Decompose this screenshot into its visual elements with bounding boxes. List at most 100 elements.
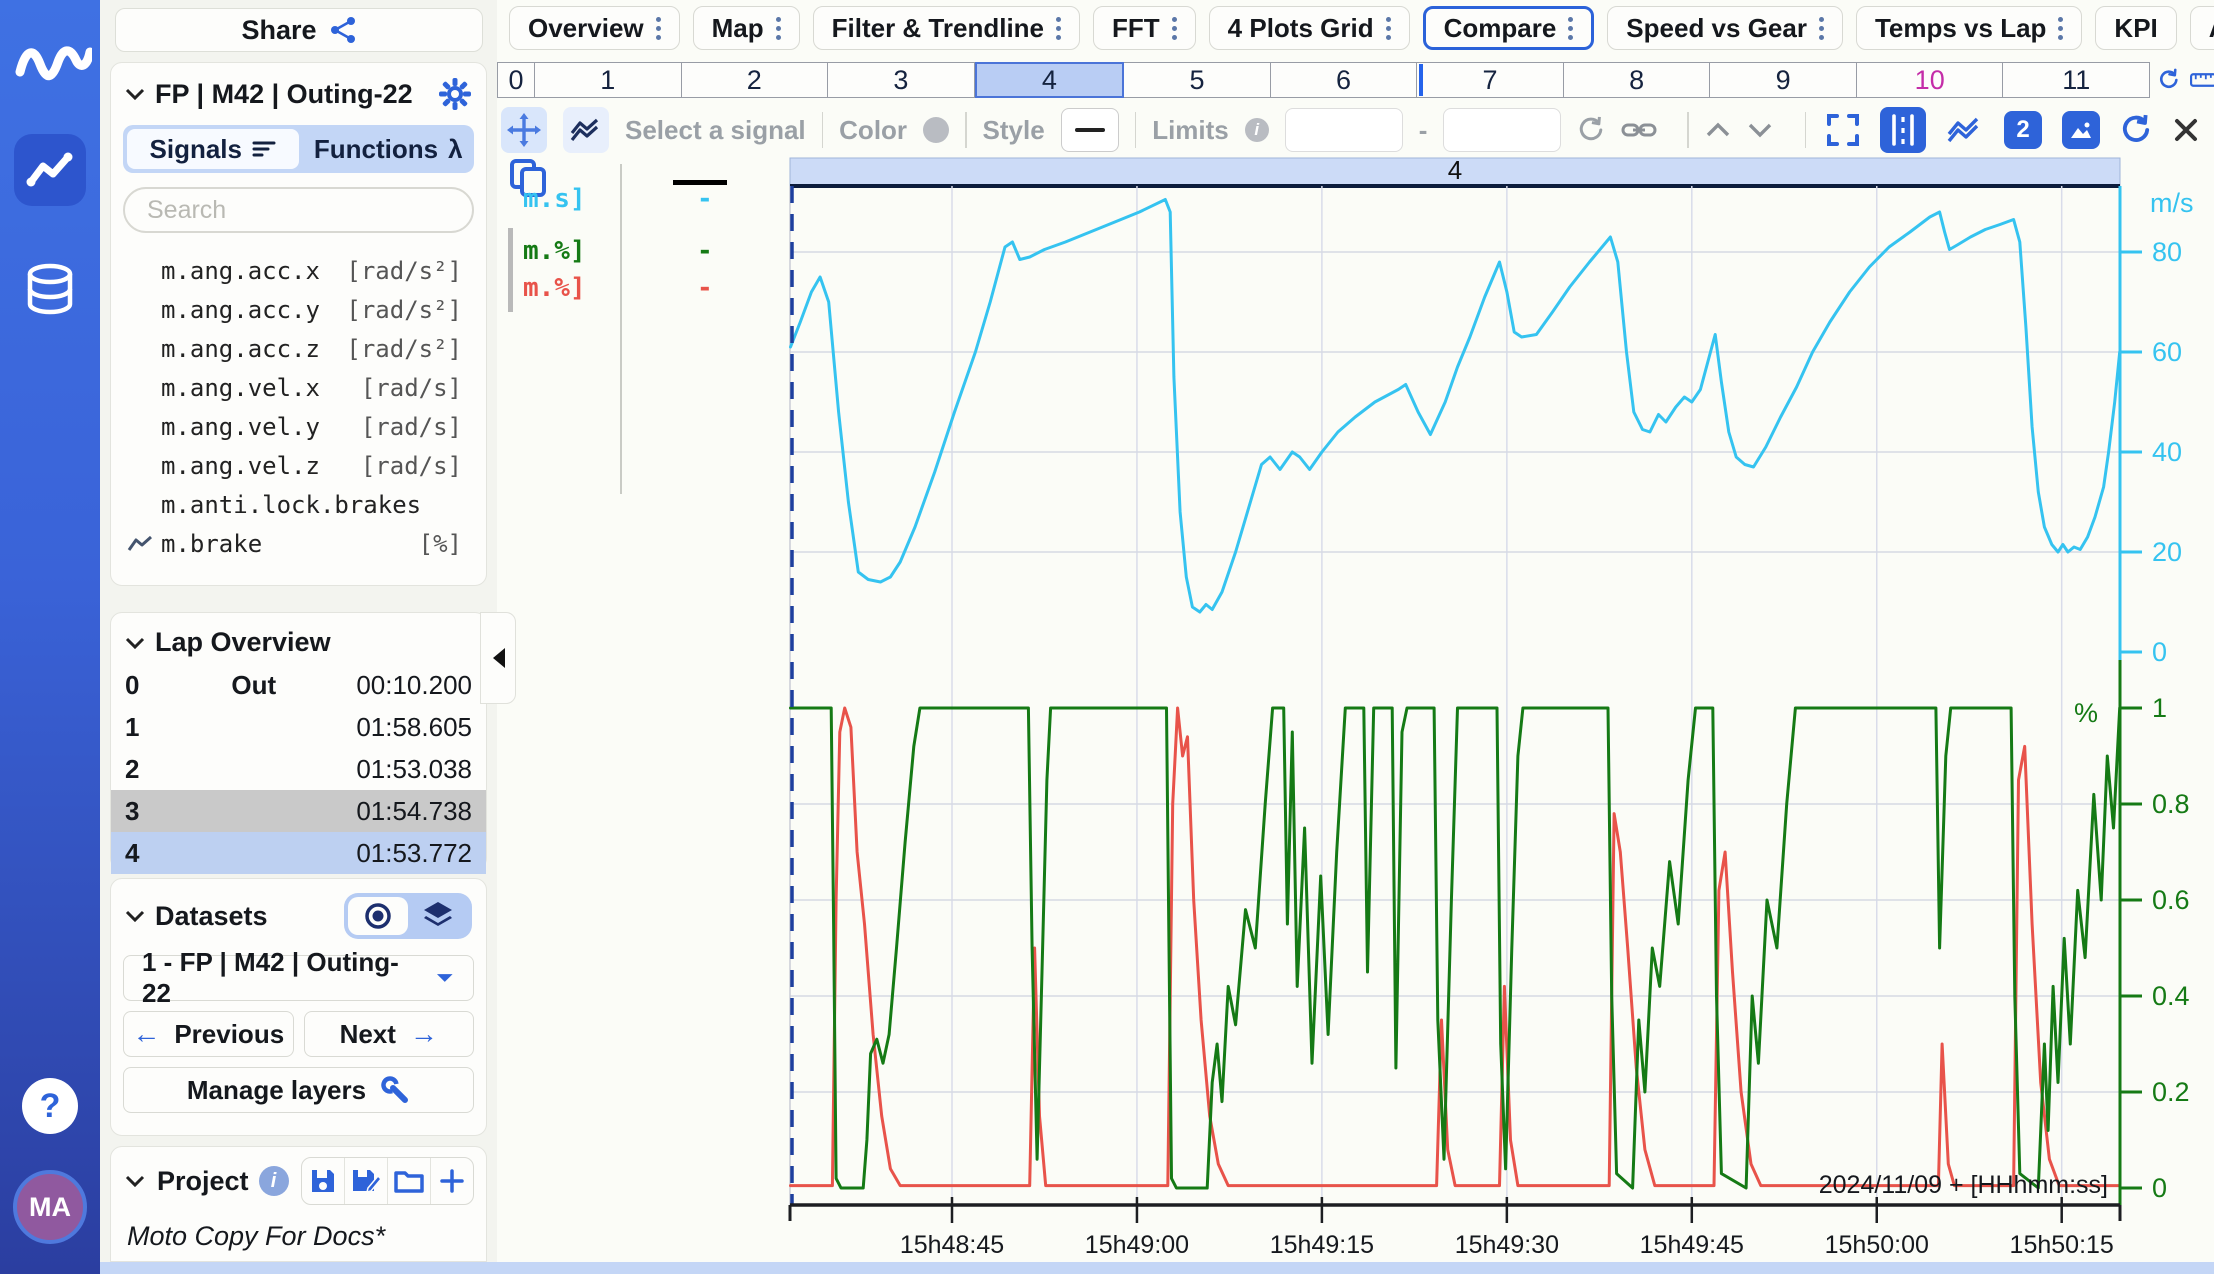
tab-speed-vs-gear[interactable]: Speed vs Gear [1607, 6, 1843, 50]
ruler-icon[interactable] [2190, 68, 2214, 92]
tab-fft[interactable]: FFT [1093, 6, 1196, 50]
signal-row-m-ang-acc-y[interactable]: m.ang.acc.y[rad/s²] [111, 290, 486, 329]
lap-overview-row-0[interactable]: 0Out00:10.200 [111, 664, 486, 706]
tab-menu-icon[interactable] [1819, 26, 1824, 31]
tab-menu-icon[interactable] [2058, 26, 2063, 31]
signal-row-m-ang-vel-y[interactable]: m.ang.vel.y[rad/s] [111, 407, 486, 446]
tab-temps-vs-lap[interactable]: Temps vs Lap [1856, 6, 2082, 50]
save-project-button[interactable] [302, 1158, 345, 1204]
close-plot-icon[interactable] [2172, 116, 2200, 144]
horizontal-scrollbar[interactable] [100, 1262, 2214, 1274]
gear-icon[interactable] [438, 77, 472, 111]
columns-layout-button[interactable]: 2 [2004, 111, 2042, 149]
tab-functions[interactable]: Functions λ [303, 134, 475, 165]
tab-filter-trendline[interactable]: Filter & Trendline [813, 6, 1080, 50]
compare-signals-icon[interactable] [1946, 116, 1984, 144]
signal-row-m-brake[interactable]: m.brake[%] [111, 524, 486, 563]
lap-overview-row-4[interactable]: 401:53.772 [111, 832, 486, 874]
lap-strip-cell-7[interactable]: 7 [1417, 62, 1564, 98]
export-image-button[interactable] [2062, 111, 2100, 149]
move-plot-handle[interactable] [501, 107, 547, 153]
refresh-icon[interactable] [2120, 114, 2152, 146]
chevron-down-icon[interactable] [125, 88, 145, 100]
tab-menu-icon[interactable] [656, 26, 661, 31]
time-tick-label[interactable]: 15h49:15 [1270, 1231, 1374, 1259]
sidebar-collapse-button[interactable] [480, 612, 516, 704]
tab-menu-icon[interactable] [1056, 26, 1061, 31]
lap-strip-cell-10[interactable]: 10 [1857, 62, 2004, 98]
percent-tick-label: 1 [2152, 693, 2167, 723]
database-icon[interactable] [21, 262, 79, 318]
chevron-down-icon[interactable] [125, 637, 145, 649]
signal-row-m-ang-vel-x[interactable]: m.ang.vel.x[rad/s] [111, 368, 486, 407]
single-dataset-mode-button[interactable] [348, 897, 408, 935]
signal-row-m-ang-vel-z[interactable]: m.ang.vel.z[rad/s] [111, 446, 486, 485]
color-swatch[interactable] [923, 117, 949, 143]
track-mode-button[interactable] [1880, 107, 1926, 153]
fullscreen-icon[interactable] [1826, 113, 1860, 147]
lap-strip-cell-9[interactable]: 9 [1710, 62, 1857, 98]
signal-row-m-ang-acc-x[interactable]: m.ang.acc.x[rad/s²] [111, 251, 486, 290]
open-project-button[interactable] [387, 1158, 430, 1204]
lap-overview-row-1[interactable]: 101:58.605 [111, 706, 486, 748]
link-icon[interactable] [1621, 118, 1657, 142]
line-style-button[interactable] [1061, 108, 1119, 152]
tab-kpi[interactable]: KPI [2095, 6, 2176, 50]
reset-zoom-icon[interactable] [2158, 65, 2180, 95]
tab-menu-icon[interactable] [1568, 26, 1573, 31]
move-down-icon[interactable] [1747, 122, 1773, 138]
lap-strip-cell-4[interactable]: 4 [975, 62, 1125, 98]
signals-list-button[interactable] [563, 107, 609, 153]
save-as-button[interactable] [344, 1158, 387, 1204]
layers-mode-button[interactable] [408, 897, 468, 935]
signal-row-m-ang-acc-z[interactable]: m.ang.acc.z[rad/s²] [111, 329, 486, 368]
user-avatar[interactable]: MA [13, 1170, 87, 1244]
tab-overview[interactable]: Overview [509, 6, 680, 50]
time-tick-label[interactable]: 15h50:15 [2010, 1231, 2114, 1259]
limit-max-input[interactable] [1443, 108, 1561, 152]
share-button[interactable]: Share [115, 8, 483, 52]
manage-layers-button[interactable]: Manage layers [123, 1067, 474, 1113]
info-icon[interactable]: i [259, 1166, 289, 1196]
nav-charts-tile[interactable] [14, 134, 86, 206]
select-signal-field[interactable]: Select a signal [625, 115, 806, 146]
tab-menu-icon[interactable] [1172, 26, 1177, 31]
lap-strip-cell-11[interactable]: 11 [2003, 62, 2150, 98]
next-dataset-button[interactable]: Next → [304, 1011, 475, 1057]
lap-strip-cell-5[interactable]: 5 [1124, 62, 1271, 98]
lap-strip-cell-2[interactable]: 2 [682, 62, 829, 98]
lap-strip-cell-0[interactable]: 0 [497, 62, 535, 98]
share-label: Share [241, 15, 316, 46]
tab-add-plot[interactable]: Add Plot+ [2190, 6, 2214, 50]
time-tick-label[interactable]: 15h48:45 [900, 1231, 1004, 1259]
tab-signals[interactable]: Signals [127, 129, 299, 169]
limit-min-input[interactable] [1285, 108, 1403, 152]
chevron-down-icon[interactable] [125, 1175, 145, 1187]
lap-strip-cell-1[interactable]: 1 [535, 62, 682, 98]
lap-overview-row-3[interactable]: 301:54.738 [111, 790, 486, 832]
signal-row-m-anti-lock-brakes[interactable]: m.anti.lock.brakes [111, 485, 486, 524]
lap-overview-row-2[interactable]: 201:53.038 [111, 748, 486, 790]
previous-dataset-button[interactable]: ← Previous [123, 1011, 294, 1057]
time-tick-label[interactable]: 15h50:00 [1825, 1231, 1929, 1259]
lap-strip-cell-3[interactable]: 3 [828, 62, 975, 98]
timeseries-chart[interactable]: 402040608000.20.40.60.81m/s%15h48:4515h4… [497, 150, 2214, 1274]
lap-strip-cell-6[interactable]: 6 [1271, 62, 1418, 98]
move-up-icon[interactable] [1705, 122, 1731, 138]
new-project-button[interactable] [430, 1158, 473, 1204]
undo-icon[interactable] [1577, 116, 1605, 144]
dataset-select[interactable]: 1 - FP | M42 | Outing-22 [123, 955, 474, 1001]
help-button[interactable]: ? [22, 1078, 78, 1134]
time-tick-label[interactable]: 15h49:45 [1640, 1231, 1744, 1259]
tab-4-plots-grid[interactable]: 4 Plots Grid [1209, 6, 1410, 50]
lap-strip-cell-8[interactable]: 8 [1564, 62, 1711, 98]
chevron-down-icon[interactable] [125, 910, 145, 922]
time-tick-label[interactable]: 15h49:00 [1085, 1231, 1189, 1259]
tab-compare[interactable]: Compare [1423, 6, 1595, 50]
time-tick-label[interactable]: 15h49:30 [1455, 1231, 1559, 1259]
tab-menu-icon[interactable] [776, 26, 781, 31]
search-input[interactable] [125, 196, 437, 225]
app-logo-icon[interactable] [8, 26, 92, 86]
tab-map[interactable]: Map [693, 6, 800, 50]
tab-menu-icon[interactable] [1386, 26, 1391, 31]
